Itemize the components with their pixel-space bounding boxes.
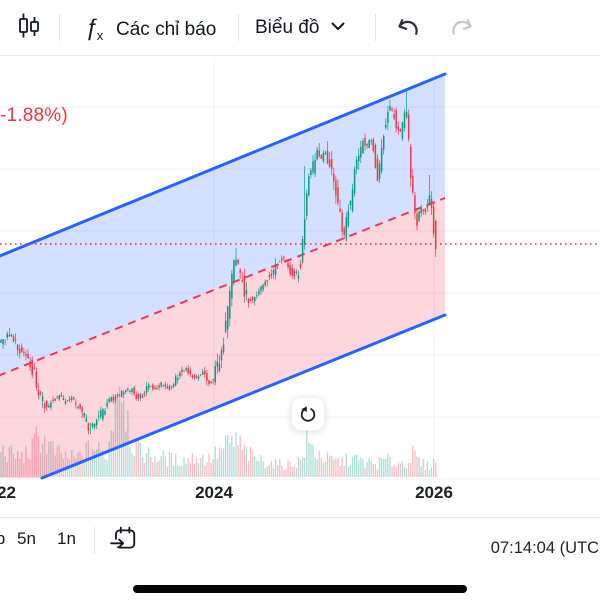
toolbar-separator — [59, 14, 60, 41]
indicators-button[interactable]: ƒx Các chỉ báo — [85, 12, 225, 44]
goto-date-button[interactable] — [108, 524, 140, 556]
chevron-down-icon — [331, 22, 345, 30]
redo-button[interactable] — [449, 14, 477, 40]
toolbar-separator — [94, 527, 95, 554]
timeframe-button-5n[interactable]: 5n — [13, 527, 40, 551]
bottom-toolbar: p 5n 1n 07:14:04 (UTC — [0, 518, 600, 562]
candlestick-chart-icon — [19, 13, 39, 38]
chart-menu-button[interactable]: Biểu đồ — [255, 12, 367, 44]
toolbar-separator — [238, 14, 239, 41]
clock-label: 07:14:04 (UTC — [490, 539, 599, 557]
calendar-goto-icon — [110, 526, 136, 549]
undo-button[interactable] — [393, 14, 421, 40]
topbar-divider — [0, 55, 600, 56]
home-indicator[interactable] — [133, 585, 467, 593]
undo-arrow-icon — [398, 19, 418, 35]
reset-view-icon — [300, 406, 316, 422]
redo-arrow-icon — [452, 19, 472, 35]
price-change-percent: -1.88%) — [0, 105, 68, 126]
fx-icon: ƒx — [85, 13, 104, 43]
chart-menu-label: Biểu đồ — [255, 17, 320, 38]
x-axis-tick-2022: 2022 — [0, 483, 16, 502]
x-axis-tick-2026: 2026 — [415, 483, 453, 502]
x-axis-tick-2024: 2024 — [195, 483, 233, 502]
top-toolbar: ƒx Các chỉ báo Biểu đồ — [0, 0, 600, 55]
reset-view-button[interactable] — [291, 397, 325, 431]
timeframe-button-clipped[interactable]: p — [0, 527, 7, 551]
indicators-label: Các chỉ báo — [116, 18, 217, 40]
chart-style-button[interactable] — [16, 12, 42, 44]
timeframe-button-1n[interactable]: 1n — [53, 527, 80, 551]
price-chart[interactable] — [0, 0, 600, 520]
botbar-divider — [0, 517, 600, 518]
toolbar-separator — [375, 14, 376, 41]
